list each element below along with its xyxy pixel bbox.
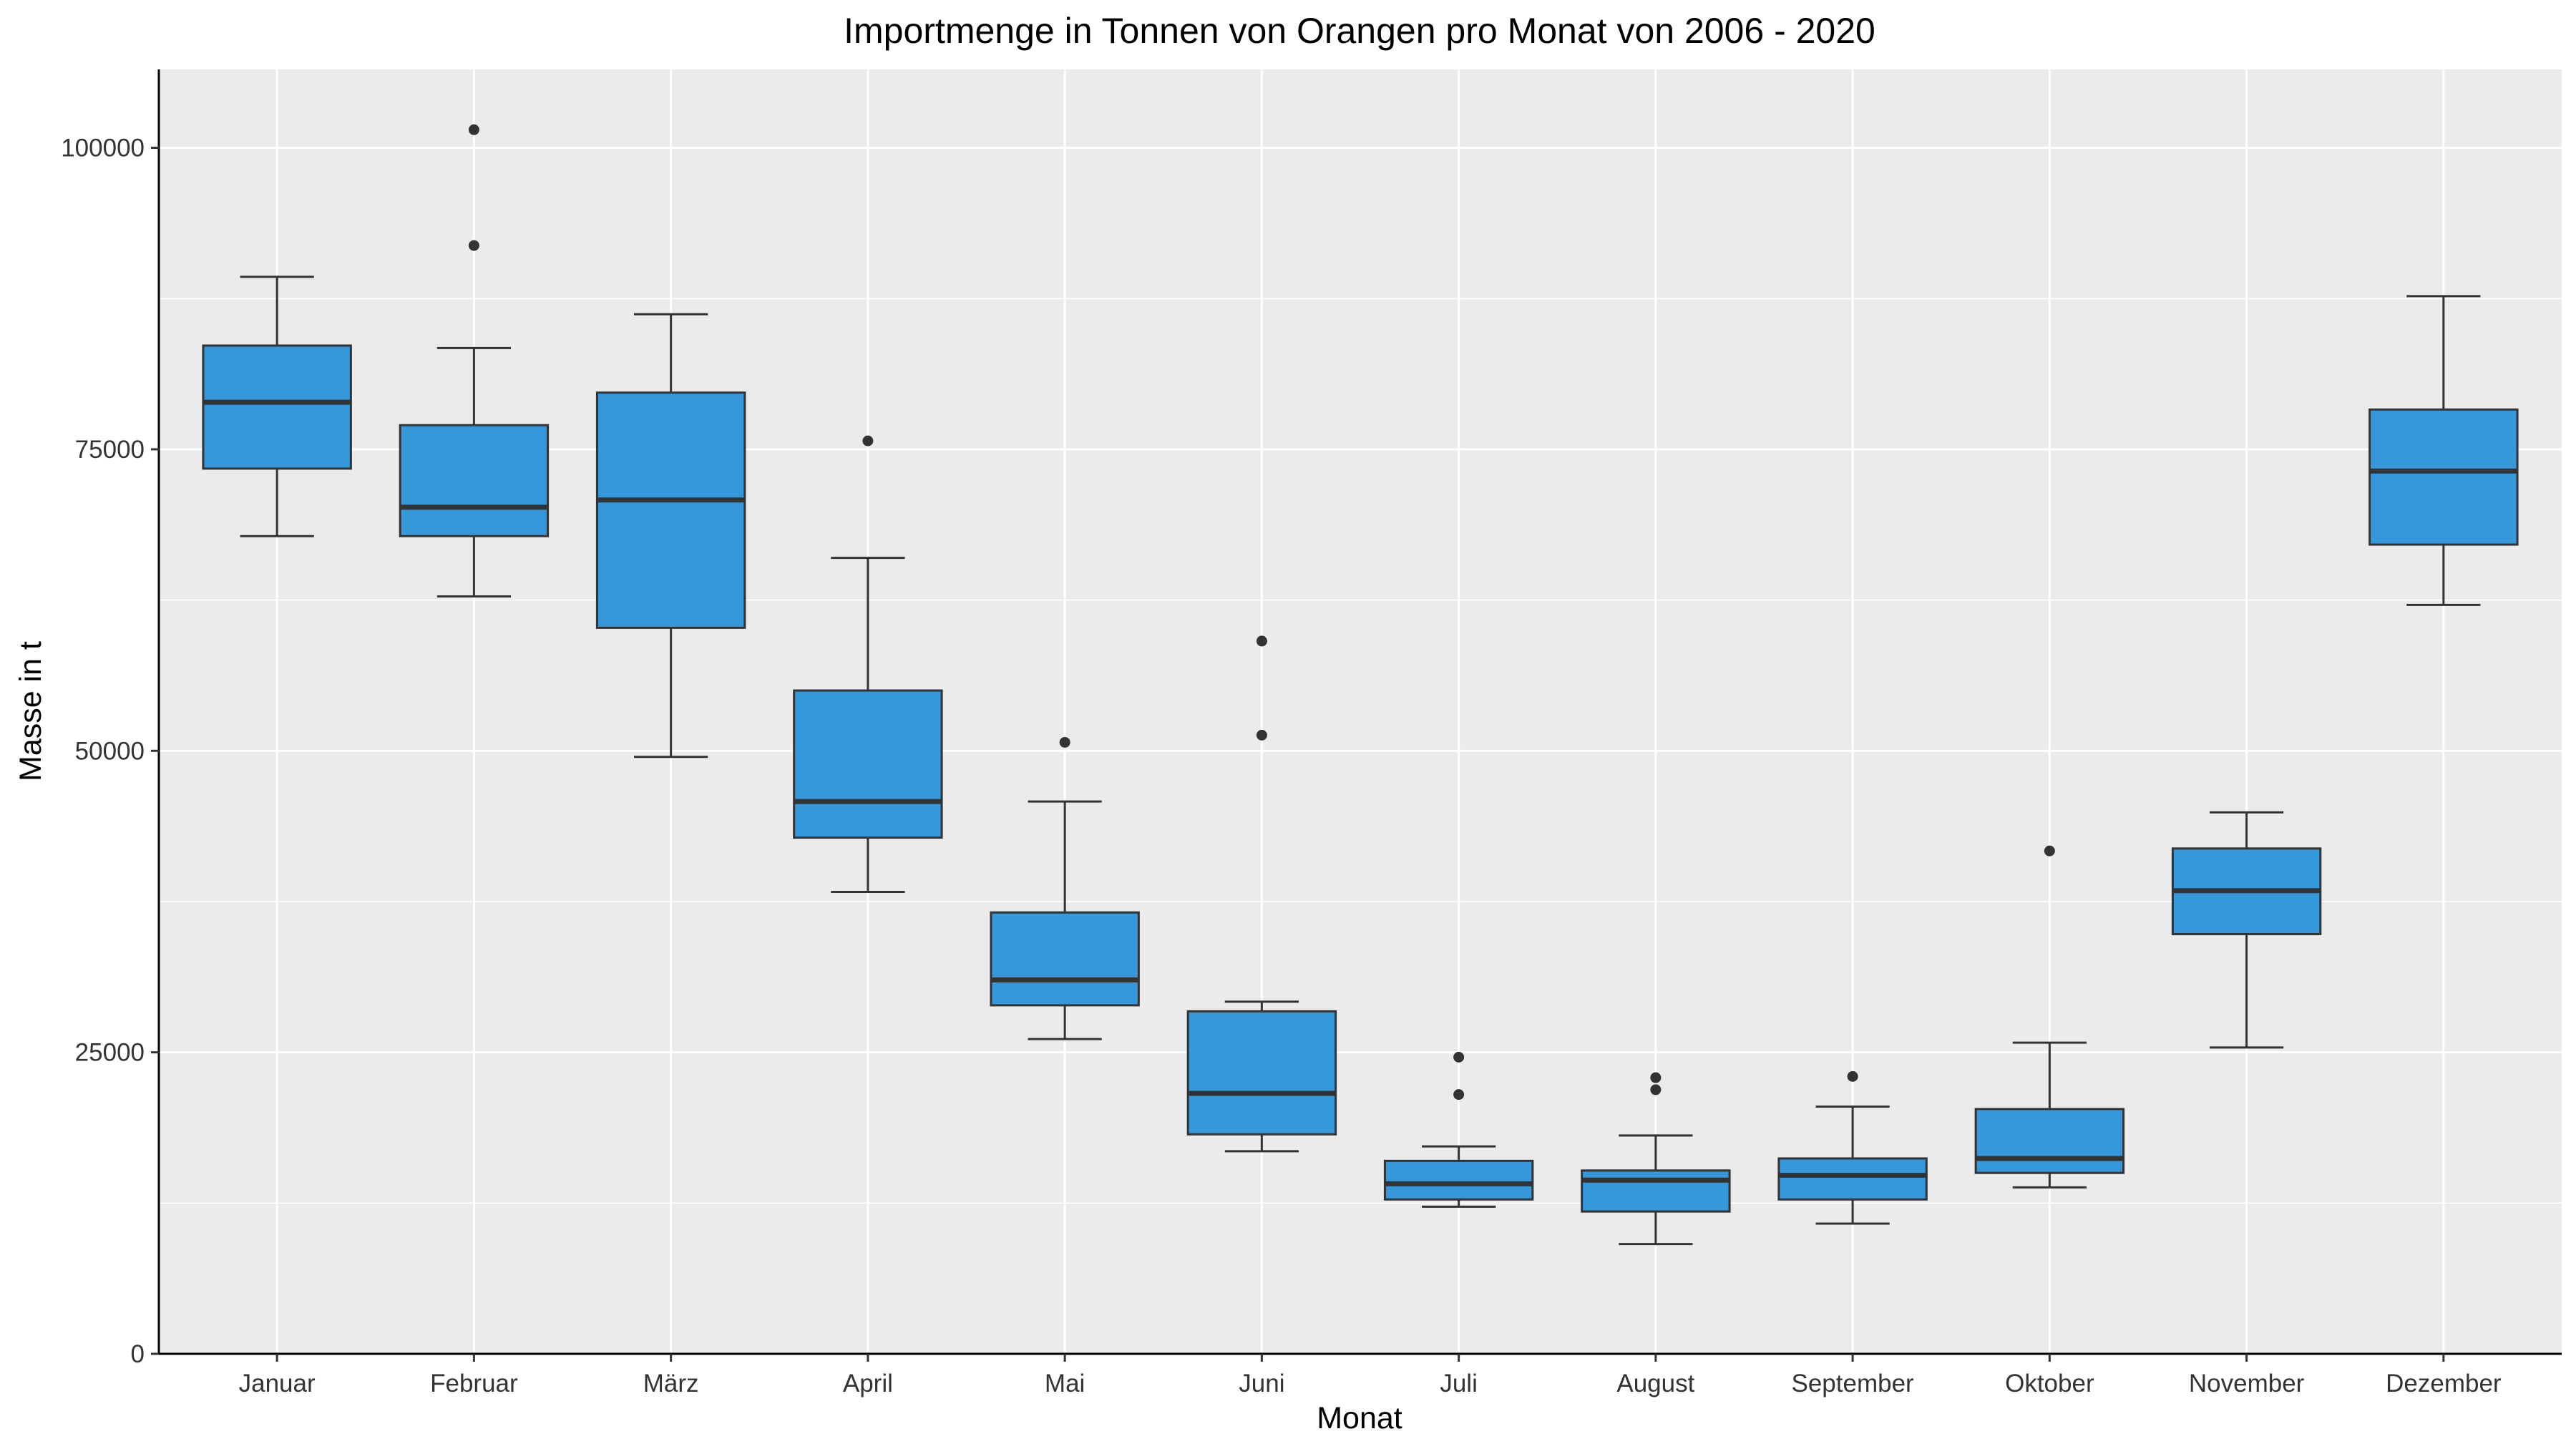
box-iqr [203, 346, 351, 469]
outlier-point [469, 240, 479, 251]
box-iqr [1779, 1158, 1926, 1199]
box-iqr [1188, 1011, 1335, 1134]
x-tick-label: Juli [1440, 1370, 1478, 1397]
y-axis-title: Masse in t [14, 641, 48, 781]
x-tick-label: Juni [1239, 1370, 1284, 1397]
x-tick-label: Februar [430, 1370, 518, 1397]
outlier-point [1453, 1089, 1464, 1100]
outlier-point [2044, 846, 2055, 857]
outlier-point [1257, 730, 1267, 741]
box-iqr [1976, 1109, 2123, 1173]
x-tick-label: November [2189, 1370, 2305, 1397]
x-tick-label: April [843, 1370, 893, 1397]
outlier-point [1257, 635, 1267, 646]
y-tick-label: 0 [131, 1340, 145, 1368]
x-tick-label: Mai [1045, 1370, 1085, 1397]
x-tick-label: Oktober [2005, 1370, 2094, 1397]
outlier-point [1453, 1052, 1464, 1063]
chart-title: Importmenge in Tonnen von Orangen pro Mo… [844, 11, 1875, 51]
x-axis-title: Monat [1317, 1401, 1402, 1435]
outlier-point [1650, 1073, 1661, 1083]
outlier-point [469, 125, 479, 135]
outlier-point [862, 436, 873, 447]
outlier-point [1060, 737, 1070, 748]
outlier-point [1848, 1071, 1858, 1082]
x-tick-label: September [1792, 1370, 1915, 1397]
box-iqr [794, 691, 942, 838]
box-iqr [400, 425, 547, 536]
outlier-point [1650, 1084, 1661, 1095]
box-iqr [1385, 1161, 1532, 1199]
y-tick-label: 75000 [75, 436, 145, 464]
y-tick-label: 25000 [75, 1039, 145, 1067]
x-tick-label: Dezember [2386, 1370, 2502, 1397]
box-iqr [597, 393, 744, 628]
x-tick-label: Januar [239, 1370, 316, 1397]
y-tick-label: 100000 [61, 135, 145, 162]
x-tick-label: August [1616, 1370, 1694, 1397]
x-tick-label: März [643, 1370, 699, 1397]
box-iqr [2370, 409, 2517, 545]
y-tick-label: 50000 [75, 737, 145, 765]
box-iqr [1582, 1171, 1729, 1211]
box-iqr [991, 912, 1138, 1005]
plot-panel [159, 69, 2562, 1354]
